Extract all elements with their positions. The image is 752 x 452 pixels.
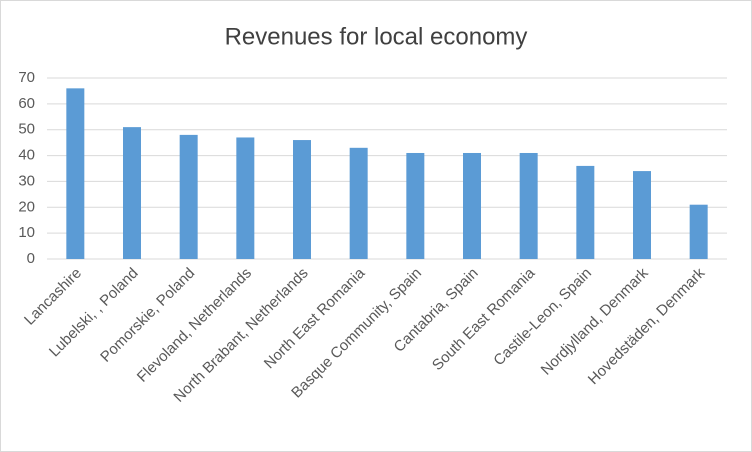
chart-title: Revenues for local economy (225, 23, 528, 50)
y-tick-label: 70 (18, 69, 35, 86)
bar (689, 204, 708, 259)
y-tick-label: 0 (27, 250, 35, 267)
y-tick-label: 60 (18, 95, 35, 112)
y-tick-label: 40 (18, 147, 35, 164)
bar (633, 171, 651, 259)
y-tick-label: 30 (18, 172, 35, 189)
bar (123, 127, 141, 259)
bar (179, 134, 198, 259)
bar (66, 88, 85, 259)
bar (576, 165, 595, 259)
bar (293, 140, 311, 259)
bar (463, 152, 481, 259)
bar (236, 137, 255, 259)
y-tick-label: 20 (18, 198, 35, 215)
bar (519, 152, 538, 259)
bar (406, 152, 425, 259)
bar (349, 147, 368, 259)
y-tick-label: 50 (18, 121, 35, 138)
y-tick-label: 10 (18, 224, 35, 241)
